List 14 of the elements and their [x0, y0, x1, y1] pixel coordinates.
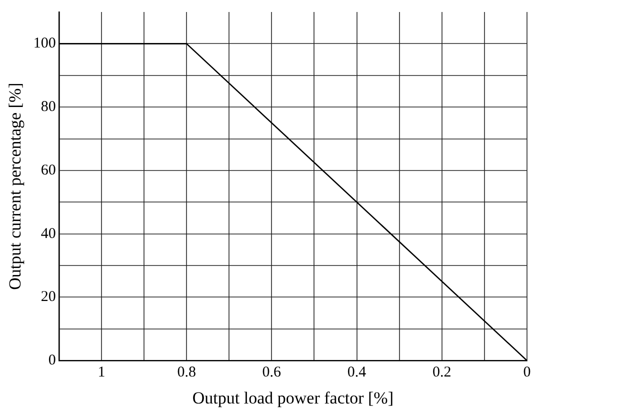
- x-axis-title: Output load power factor [%]: [192, 388, 394, 408]
- x-tick-label: 0.4: [347, 364, 367, 381]
- x-tick-label: 0.8: [177, 364, 196, 381]
- x-tick-label: 0.2: [432, 364, 452, 381]
- x-tick-label: 0.6: [262, 364, 282, 381]
- y-tick-label: 0: [48, 352, 56, 369]
- y-tick-label: 40: [40, 226, 56, 242]
- x-tick-label: 1: [98, 364, 106, 381]
- y-axis-title: Output current percentage [%]: [6, 82, 25, 290]
- x-tick-label: 0: [523, 364, 531, 381]
- y-tick-label: 100: [33, 36, 56, 52]
- y-tick-label: 60: [40, 162, 56, 178]
- y-tick-label: 80: [40, 99, 56, 116]
- y-tick-label: 20: [40, 289, 56, 306]
